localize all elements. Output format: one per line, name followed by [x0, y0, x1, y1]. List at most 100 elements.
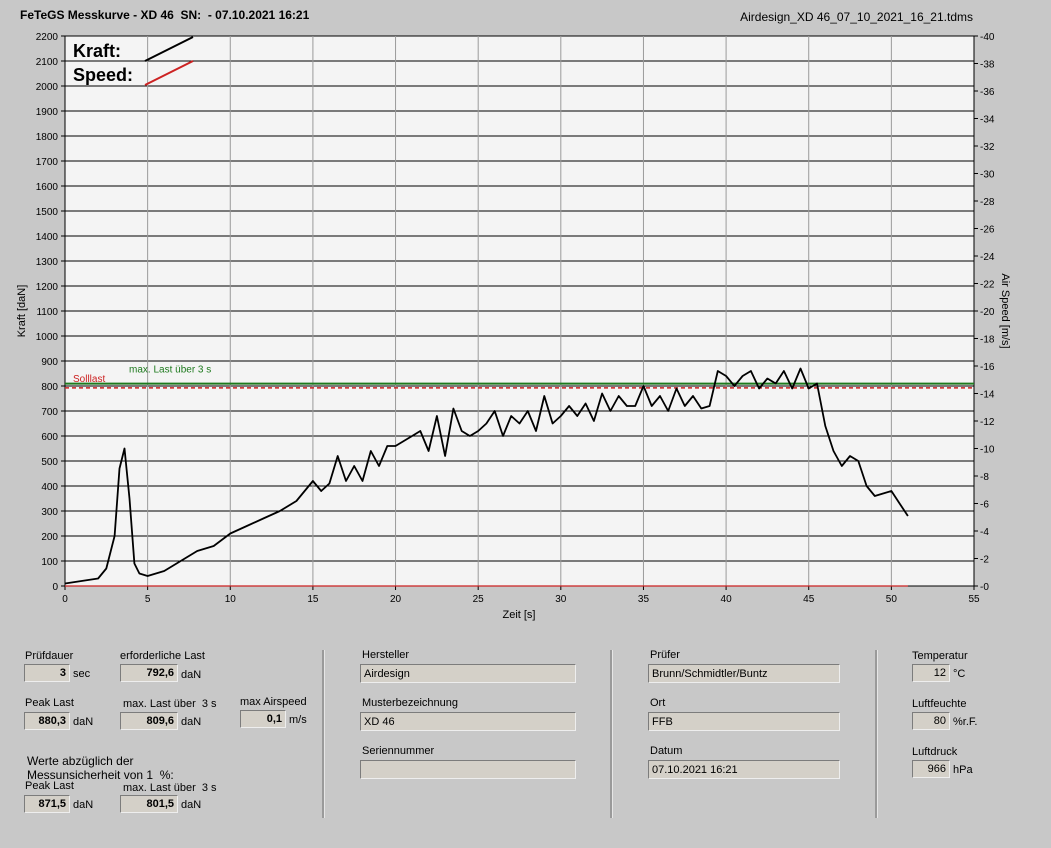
reference-line-label: max. Last über 3 s	[129, 365, 211, 376]
y-tick-label: 900	[41, 357, 58, 368]
max-airspeed-unit: m/s	[289, 714, 307, 726]
datum-field[interactable]: 07.10.2021 16:21	[648, 760, 840, 779]
musterbezeichnung-field[interactable]: XD 46	[360, 712, 576, 731]
max-last-corrected-label: max. Last über 3 s	[123, 782, 217, 794]
peak-last-value: 880,3	[24, 712, 70, 730]
y-tick-label: 1700	[36, 157, 59, 168]
y-axis-ticks: 0 100 200 300 400 500 600 700 800 900 1000 1100 1200…	[36, 32, 65, 593]
y-tick-label: 200	[41, 532, 58, 543]
peak-last-corrected-unit: daN	[73, 799, 94, 811]
pruefdauer-unit: sec	[73, 668, 91, 680]
y-tick-label: 100	[41, 557, 58, 568]
temperatur-label: Temperatur	[912, 650, 968, 662]
y-axis-label: Kraft [daN]	[16, 285, 28, 338]
max-last-unit: daN	[181, 716, 202, 728]
pruefer-field[interactable]: Brunn/Schmidtler/Buntz	[648, 664, 840, 683]
y2-tick-label: -4	[980, 527, 989, 538]
y2-tick-label: -10	[980, 445, 995, 456]
temperatur-value: 12	[912, 664, 950, 682]
y2-axis-label: Air Speed [m/s]	[999, 273, 1011, 348]
legend-swatch-kraft	[144, 36, 194, 62]
y2-tick-label: -18	[980, 335, 995, 346]
y-tick-label: 1600	[36, 182, 59, 193]
ort-field[interactable]: FFB	[648, 712, 840, 731]
y2-tick-label: -36	[980, 87, 995, 98]
chart-title: FeTeGS Messkurve - XD 46 SN: - 07.10.202…	[20, 8, 310, 22]
legend-label-speed: Speed:	[73, 65, 133, 85]
hersteller-label: Hersteller	[362, 649, 410, 661]
max-last-value: 809,6	[120, 712, 178, 730]
datum-label: Datum	[650, 745, 683, 757]
max-airspeed-label: max Airspeed	[240, 696, 307, 708]
y2-tick-label: -6	[980, 500, 989, 511]
y2-tick-label: -34	[980, 115, 995, 126]
x-axis-ticks: 0 5 10 15 20 25 30 35 40 45 50 55	[62, 586, 980, 605]
x-tick-label: 10	[225, 594, 237, 605]
x-tick-label: 40	[721, 594, 733, 605]
peak-last-corrected-value: 871,5	[24, 795, 70, 813]
luftfeuchte-label: Luftfeuchte	[912, 698, 967, 710]
legend-label-kraft: Kraft:	[73, 41, 121, 61]
y2-tick-label: -8	[980, 472, 989, 483]
max-last-corrected-unit: daN	[181, 799, 202, 811]
series-line-kraft	[64, 367, 909, 585]
y-tick-label: 600	[41, 432, 58, 443]
y2-tick-label: -16	[980, 362, 995, 373]
legend-swatch-speed	[144, 60, 194, 86]
y-tick-label: 1100	[36, 307, 58, 318]
x-tick-label: 15	[307, 594, 319, 605]
y-tick-label: 2100	[36, 57, 59, 68]
y2-tick-label: -26	[980, 225, 995, 236]
y-tick-label: 2000	[36, 82, 59, 93]
x-tick-label: 5	[145, 594, 151, 605]
y2-axis-ticks: -0 -2 -4 -6 -8 -10 -12 -14 -16 -18 -20 -22 -24 -26 -28…	[974, 32, 995, 593]
y2-tick-label: -14	[980, 390, 995, 401]
temperatur-unit: °C	[953, 668, 966, 680]
y2-tick-label: -28	[980, 197, 995, 208]
y2-tick-label: -12	[980, 417, 995, 428]
peak-last-label: Peak Last	[25, 697, 74, 709]
x-tick-label: 20	[390, 594, 402, 605]
y-tick-label: 2200	[36, 32, 59, 43]
y-tick-label: 1500	[36, 207, 59, 218]
y-tick-label: 500	[41, 457, 58, 468]
y2-tick-label: -20	[980, 307, 995, 318]
peak-last-unit: daN	[73, 716, 94, 728]
x-tick-label: 45	[803, 594, 815, 605]
erf-last-unit: daN	[181, 669, 202, 681]
ort-label: Ort	[650, 697, 666, 709]
pruefer-label: Prüfer	[650, 649, 680, 661]
max-last-label: max. Last über 3 s	[123, 698, 217, 710]
chart-legend: Kraft: Speed:	[73, 36, 194, 86]
y-tick-label: 0	[52, 582, 58, 593]
y-tick-label: 700	[41, 407, 58, 418]
series-lines	[64, 367, 909, 587]
y-tick-label: 1300	[36, 257, 59, 268]
x-axis-label: Zeit [s]	[502, 609, 535, 621]
y-tick-label: 1800	[36, 132, 59, 143]
luftfeuchte-unit: %r.F.	[953, 716, 978, 728]
file-name: Airdesign_XD 46_07_10_2021_16_21.tdms	[740, 10, 973, 24]
max-airspeed-value: 0,1	[240, 710, 286, 728]
y2-tick-label: -0	[980, 582, 989, 593]
y-tick-label: 1400	[36, 232, 59, 243]
panel-separator	[322, 650, 325, 818]
y-tick-label: 1900	[36, 107, 59, 118]
seriennummer-field[interactable]	[360, 760, 576, 779]
y2-tick-label: -24	[980, 252, 995, 263]
erf-last-value: 792,6	[120, 664, 178, 682]
y-tick-label: 300	[41, 507, 58, 518]
x-tick-label: 25	[473, 594, 485, 605]
musterbezeichnung-label: Musterbezeichnung	[362, 697, 459, 709]
y2-tick-label: -38	[980, 60, 995, 71]
y2-tick-label: -40	[980, 32, 995, 43]
reference-lines: Solllast max. Last über 3 s	[65, 365, 974, 389]
x-tick-label: 30	[555, 594, 567, 605]
luftdruck-value: 966	[912, 760, 950, 778]
erf-last-label: erforderliche Last	[120, 650, 205, 662]
hersteller-field[interactable]: Airdesign	[360, 664, 576, 683]
panel-separator	[875, 650, 878, 818]
reference-line-label: Solllast	[73, 374, 105, 385]
y-tick-label: 800	[41, 382, 58, 393]
panel-separator	[610, 650, 613, 818]
